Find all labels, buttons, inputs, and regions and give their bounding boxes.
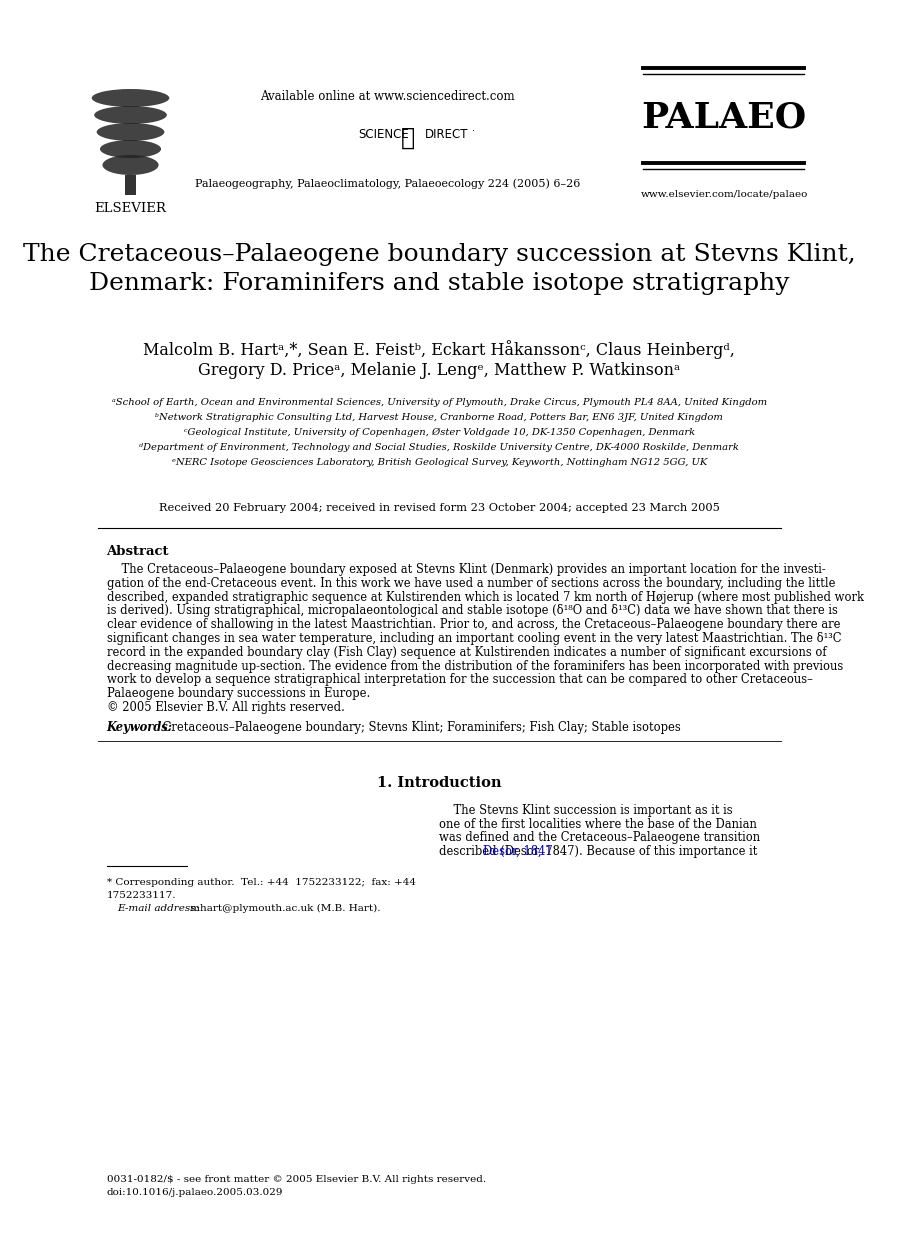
Text: clear evidence of shallowing in the latest Maastrichtian. Prior to, and across, : clear evidence of shallowing in the late… [107,618,840,631]
Text: ᵉNERC Isotope Geosciences Laboratory, British Geological Survey, Keyworth, Notti: ᵉNERC Isotope Geosciences Laboratory, Br… [171,458,707,467]
Text: www.elsevier.com/locate/palaeo: www.elsevier.com/locate/palaeo [640,189,808,199]
Text: The Cretaceous–Palaeogene boundary succession at Stevns Klint,
Denmark: Foramini: The Cretaceous–Palaeogene boundary succe… [23,243,855,296]
Text: significant changes in sea water temperature, including an important cooling eve: significant changes in sea water tempera… [107,633,841,645]
Text: 1. Introduction: 1. Introduction [377,776,502,790]
Text: Palaeogene boundary successions in Europe.: Palaeogene boundary successions in Europ… [107,687,370,701]
Bar [86,85,172,196]
Text: ᶜGeological Institute, University of Copenhagen, Øster Voldgade 10, DK-1350 Cope: ᶜGeological Institute, University of Cop… [184,428,695,437]
Text: PALAEO: PALAEO [641,100,806,134]
Text: SCIENCE: SCIENCE [358,128,409,141]
Text: Palaeogeography, Palaeoclimatology, Palaeoecology 224 (2005) 6–26: Palaeogeography, Palaeoclimatology, Pala… [195,178,580,188]
Ellipse shape [97,123,164,141]
Text: Gregory D. Priceᵃ, Melanie J. Lengᵉ, Matthew P. Watkinsonᵃ: Gregory D. Priceᵃ, Melanie J. Lengᵉ, Mat… [199,361,680,379]
Ellipse shape [94,106,167,124]
Text: doi:10.1016/j.palaeo.2005.03.029: doi:10.1016/j.palaeo.2005.03.029 [107,1188,283,1197]
Ellipse shape [92,89,170,106]
Text: Cretaceous–Palaeogene boundary; Stevns Klint; Foraminifers; Fish Clay; Stable is: Cretaceous–Palaeogene boundary; Stevns K… [159,721,680,734]
Text: Abstract: Abstract [107,545,169,558]
Text: * Corresponding author.  Tel.: +44  1752233122;  fax: +44: * Corresponding author. Tel.: +44 175223… [107,878,415,886]
Ellipse shape [102,155,159,175]
Bar [125,175,136,196]
Text: ᵃSchool of Earth, Ocean and Environmental Sciences, University of Plymouth, Drak: ᵃSchool of Earth, Ocean and Environmenta… [112,397,767,407]
Text: ·: · [473,126,475,136]
Text: ELSEVIER: ELSEVIER [94,202,167,215]
Text: Received 20 February 2004; received in revised form 23 October 2004; accepted 23: Received 20 February 2004; received in r… [159,503,720,513]
Text: Malcolm B. Hartᵃ,*, Sean E. Feistᵇ, Eckart Håkanssonᶜ, Claus Heinbergᵈ,: Malcolm B. Hartᵃ,*, Sean E. Feistᵇ, Ecka… [143,340,736,359]
Text: record in the expanded boundary clay (Fish Clay) sequence at Kulstirenden indica: record in the expanded boundary clay (Fi… [107,646,826,659]
Text: described (Desor, 1847). Because of this importance it: described (Desor, 1847). Because of this… [439,846,757,858]
Text: described, expanded stratigraphic sequence at Kulstirenden which is located 7 km: described, expanded stratigraphic sequen… [107,591,863,604]
Text: ᵇNetwork Stratigraphic Consulting Ltd, Harvest House, Cranborne Road, Potters Ba: ᵇNetwork Stratigraphic Consulting Ltd, H… [155,413,723,422]
Text: DIRECT: DIRECT [424,128,468,141]
Text: 1752233117.: 1752233117. [107,891,176,900]
Text: Desor, 1847: Desor, 1847 [483,846,553,858]
Text: © 2005 Elsevier B.V. All rights reserved.: © 2005 Elsevier B.V. All rights reserved… [107,701,345,714]
Text: ᵈDepartment of Environment, Technology and Social Studies, Roskilde University C: ᵈDepartment of Environment, Technology a… [140,443,739,452]
Text: 0031-0182/$ - see front matter © 2005 Elsevier B.V. All rights reserved.: 0031-0182/$ - see front matter © 2005 El… [107,1175,486,1184]
Text: E-mail address:: E-mail address: [117,904,200,912]
Text: The Stevns Klint succession is important as it is: The Stevns Klint succession is important… [439,803,733,817]
Text: work to develop a sequence stratigraphical interpretation for the succession tha: work to develop a sequence stratigraphic… [107,673,813,686]
Text: The Cretaceous–Palaeogene boundary exposed at Stevns Klint (Denmark) provides an: The Cretaceous–Palaeogene boundary expos… [107,563,825,576]
Text: is derived). Using stratigraphical, micropalaeontological and stable isotope (δ¹: is derived). Using stratigraphical, micr… [107,604,837,618]
Text: was defined and the Cretaceous–Palaeogene transition: was defined and the Cretaceous–Palaeogen… [439,832,760,844]
Text: mhart@plymouth.ac.uk (M.B. Hart).: mhart@plymouth.ac.uk (M.B. Hart). [188,904,381,912]
Text: Keywords:: Keywords: [107,721,172,734]
Text: one of the first localities where the base of the Danian: one of the first localities where the ba… [439,817,757,831]
Text: Available online at www.sciencedirect.com: Available online at www.sciencedirect.co… [260,90,514,103]
Text: decreasing magnitude up-section. The evidence from the distribution of the foram: decreasing magnitude up-section. The evi… [107,660,843,672]
Text: gation of the end-Cretaceous event. In this work we have used a number of sectio: gation of the end-Cretaceous event. In t… [107,577,835,589]
Ellipse shape [100,140,161,158]
Text: ⓐ: ⓐ [401,126,415,150]
